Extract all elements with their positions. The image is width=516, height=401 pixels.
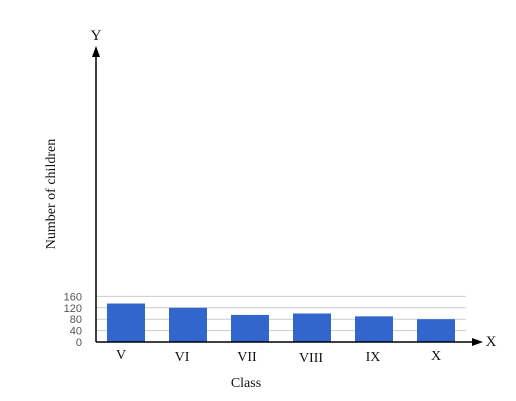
x-axis-title: Class	[231, 376, 261, 391]
y-tick-label: 120	[64, 303, 82, 315]
y-axis-letter: Y	[91, 28, 102, 44]
x-tick-label: IX	[366, 350, 381, 365]
x-axis-arrow-icon	[472, 338, 483, 346]
bar	[231, 314, 269, 342]
y-tick-label: 160	[64, 291, 82, 303]
x-axis-letter: X	[486, 334, 497, 350]
bar	[169, 307, 207, 342]
bar	[355, 316, 393, 342]
bar	[107, 303, 145, 342]
y-tick-label: 40	[70, 326, 82, 338]
bar	[293, 313, 331, 342]
x-tick-label: X	[431, 349, 441, 364]
bar	[417, 319, 455, 342]
y-axis-arrow-icon	[92, 46, 100, 57]
gridlines	[96, 295, 466, 332]
y-tick-label: 0	[76, 337, 82, 349]
x-tick-label: V	[116, 348, 126, 363]
x-tick-label: VII	[237, 350, 257, 365]
bars	[107, 303, 455, 342]
x-tick-labels: V VI VII VIII IX X	[116, 348, 441, 366]
x-tick-label: VIII	[299, 351, 323, 366]
y-axis-title: Number of children	[44, 139, 59, 249]
y-tick-label: 80	[70, 314, 82, 326]
x-tick-label: VI	[175, 350, 190, 365]
